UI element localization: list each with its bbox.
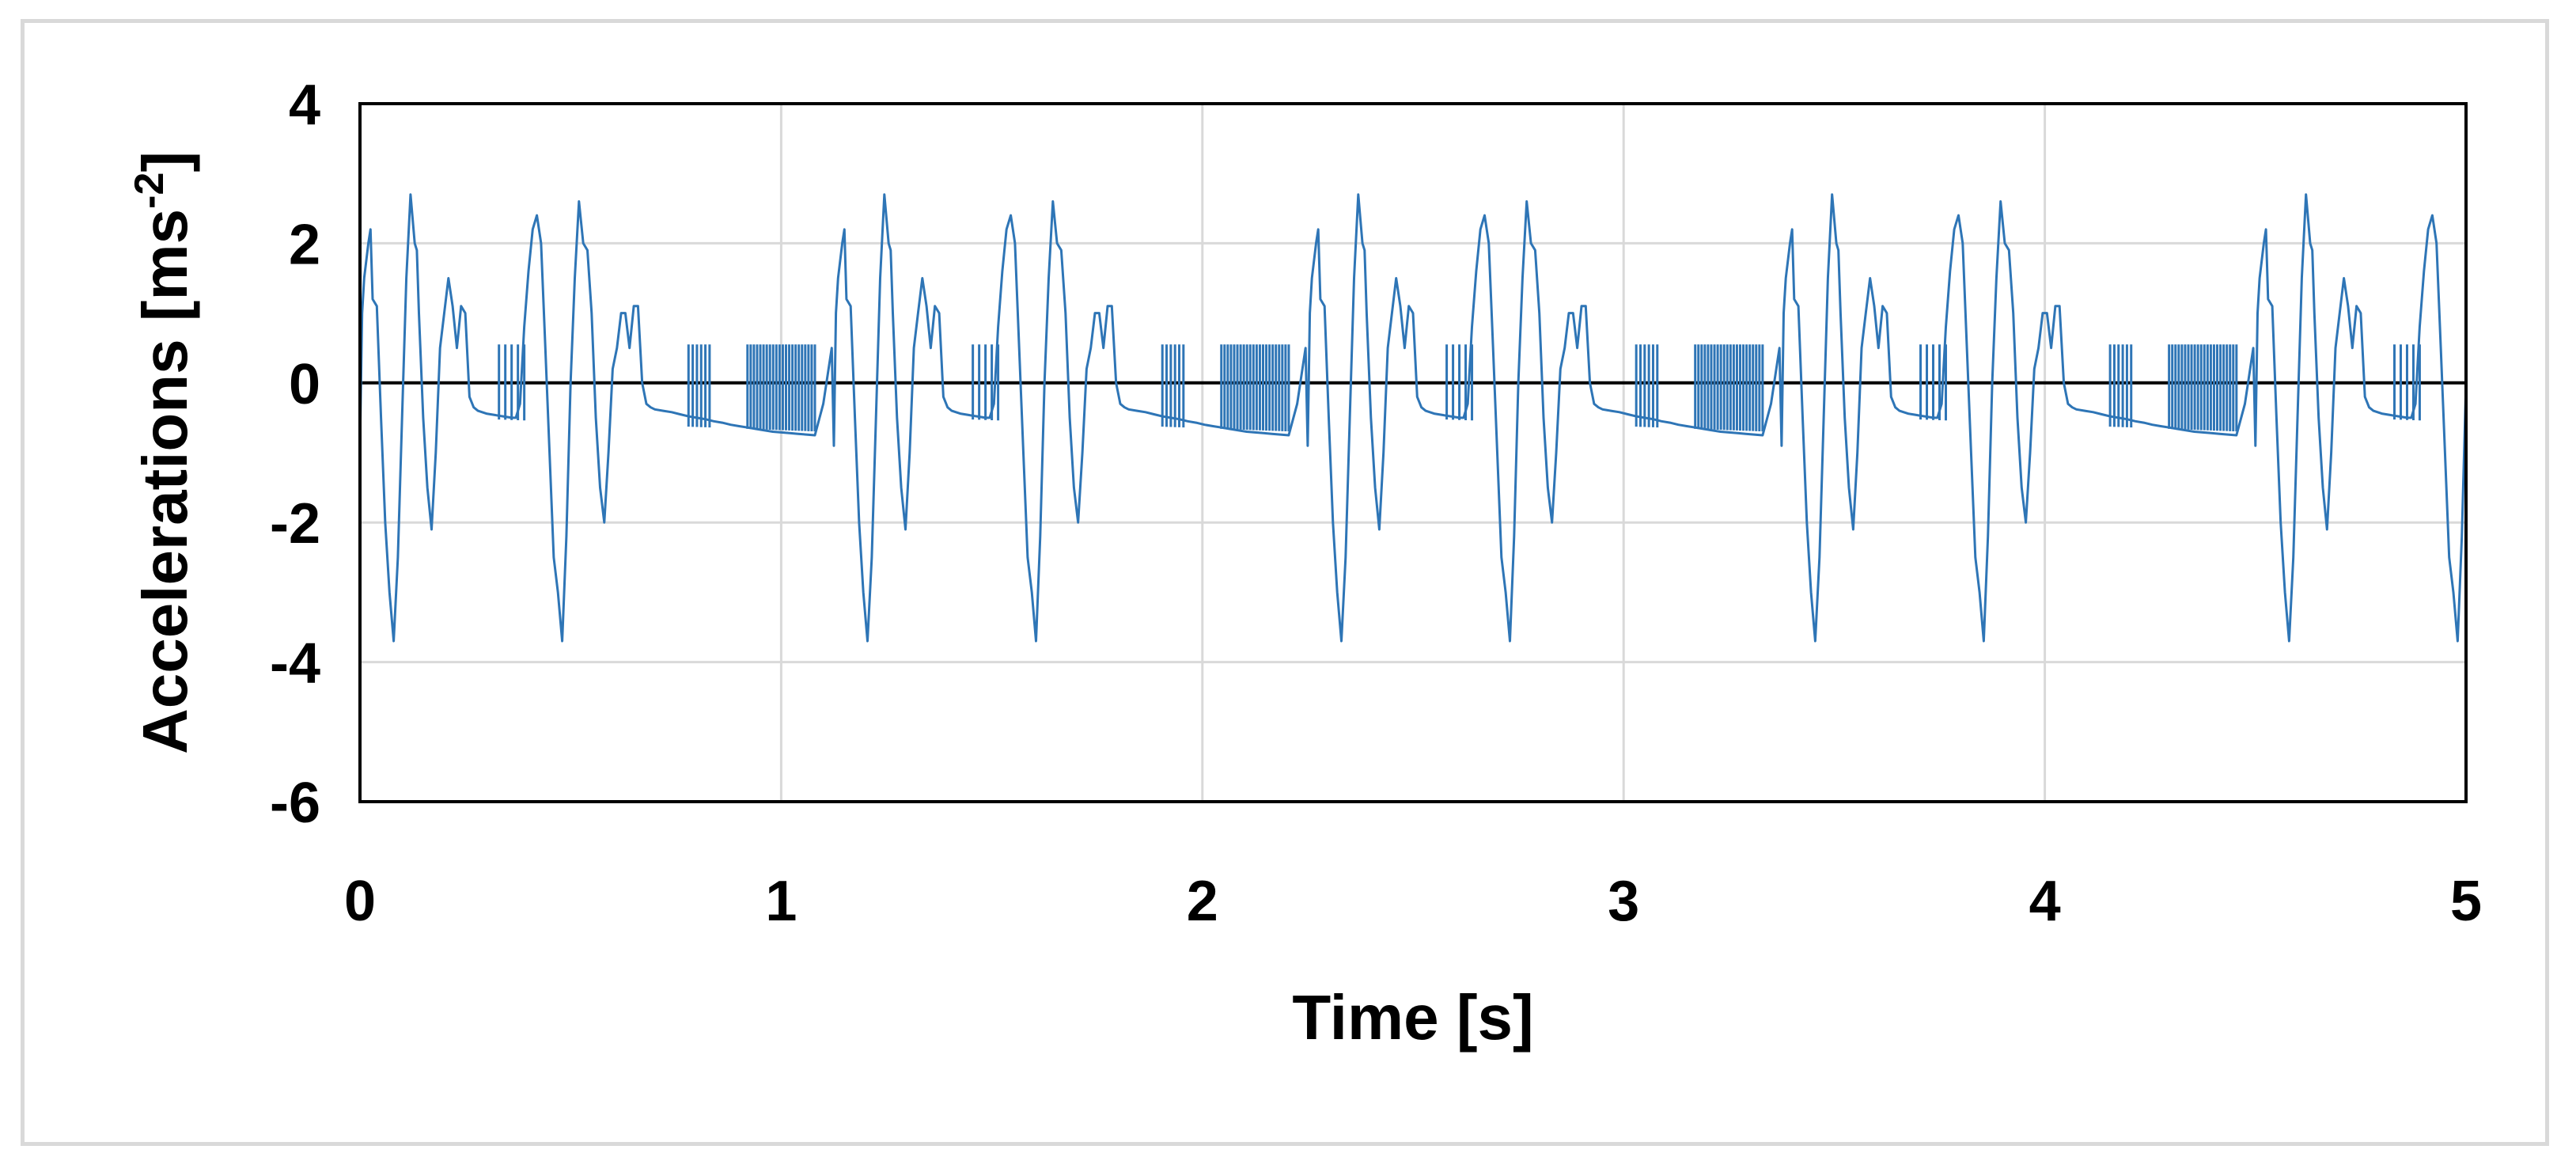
x-axis-title: Time [s] — [1292, 982, 1533, 1053]
y-tick-labels: -6 -4 -2 0 2 4 — [270, 74, 320, 835]
x-tick-label: 4 — [2029, 870, 2061, 933]
x-tick-label: 1 — [765, 870, 797, 933]
acceleration-series-line — [358, 193, 2468, 643]
y-tick-label: -4 — [270, 632, 320, 696]
series-layer — [358, 193, 2468, 643]
y-tick-label: 4 — [289, 74, 320, 137]
y-tick-label: 0 — [289, 353, 320, 416]
acceleration-chart: -6 -4 -2 0 2 4 0 1 2 3 4 5 Time [s] Accelerations … — [127, 74, 2482, 1053]
y-tick-label: -2 — [270, 492, 320, 556]
x-tick-label: 3 — [1608, 870, 1639, 933]
y-axis-title: Accelerations [ms-2] — [127, 151, 200, 754]
chart-frame: -6 -4 -2 0 2 4 0 1 2 3 4 5 Time [s] Accelerations … — [21, 19, 2549, 1146]
x-tick-labels: 0 1 2 3 4 5 — [344, 870, 2482, 933]
y-tick-label: -6 — [270, 772, 320, 835]
y-axis-title-main: Accelerations [ms — [130, 209, 200, 754]
x-tick-label: 5 — [2450, 870, 2482, 933]
y-axis-title-superscript: -2 — [127, 173, 172, 209]
x-tick-label: 0 — [344, 870, 376, 933]
x-tick-label: 2 — [1187, 870, 1218, 933]
y-tick-label: 2 — [289, 213, 320, 276]
grid-lines — [358, 102, 2468, 803]
spike-lines — [498, 344, 2421, 432]
plot-border — [358, 102, 2468, 803]
y-axis-title-end: ] — [130, 151, 200, 173]
